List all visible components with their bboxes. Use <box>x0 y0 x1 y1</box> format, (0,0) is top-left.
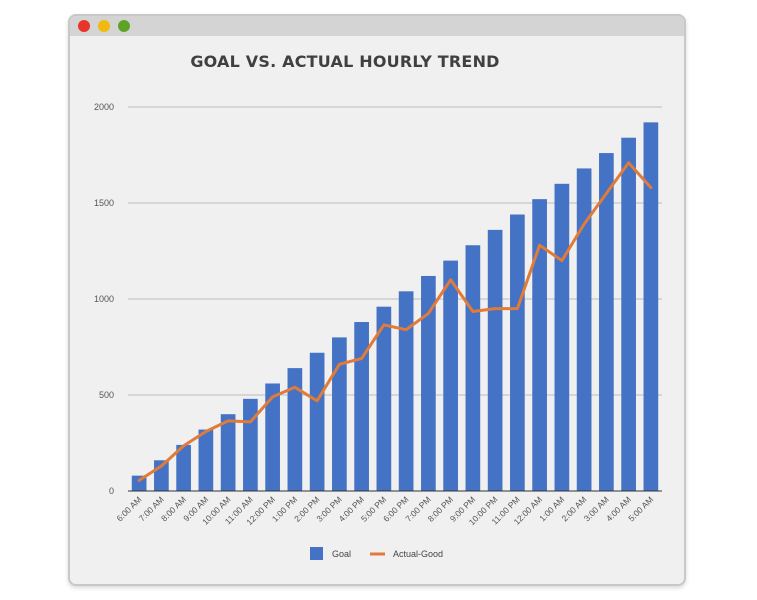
goal-bar <box>309 352 325 491</box>
legend-actual-label: Actual-Good <box>393 549 443 559</box>
goal-bar <box>465 245 481 491</box>
goal-bar <box>576 168 592 491</box>
goal-bar <box>398 291 414 491</box>
actual-good-line <box>137 161 653 482</box>
goal-bar <box>354 322 369 491</box>
goal-bar <box>554 183 570 492</box>
goal-bar <box>287 368 303 491</box>
window-titlebar <box>70 16 684 36</box>
goal-bar <box>332 337 347 491</box>
goal-bar <box>643 122 659 492</box>
goal-bar <box>599 153 614 491</box>
app-window: GOAL VS. ACTUAL HOURLY TREND 0 500 1000 150… <box>68 14 686 586</box>
goal-bar <box>198 429 214 491</box>
close-button[interactable] <box>78 20 90 32</box>
goal-bar <box>243 398 258 491</box>
x-tick-label: 5:00 AM <box>626 494 655 523</box>
y-tick-label: 2000 <box>94 102 114 112</box>
goal-bar <box>532 199 547 491</box>
goal-bar <box>176 444 191 491</box>
legend-goal-label: Goal <box>332 549 351 559</box>
y-tick-label: 0 <box>109 486 114 496</box>
minimize-button[interactable] <box>98 20 110 32</box>
goal-bar <box>220 414 236 491</box>
goal-bar <box>621 137 636 491</box>
y-tick-label: 1000 <box>94 294 114 304</box>
goal-bar <box>376 306 392 491</box>
goal-bar <box>421 275 436 491</box>
y-tick-label: 500 <box>99 390 114 400</box>
goal-bar <box>443 260 458 491</box>
goal-bar <box>510 214 525 491</box>
y-tick-label: 1500 <box>94 198 114 208</box>
goal-bar <box>487 229 503 491</box>
chart-title: GOAL VS. ACTUAL HOURLY TREND <box>190 52 500 71</box>
goal-bar <box>265 383 280 491</box>
maximize-button[interactable] <box>118 20 130 32</box>
legend-goal-swatch <box>310 547 323 560</box>
